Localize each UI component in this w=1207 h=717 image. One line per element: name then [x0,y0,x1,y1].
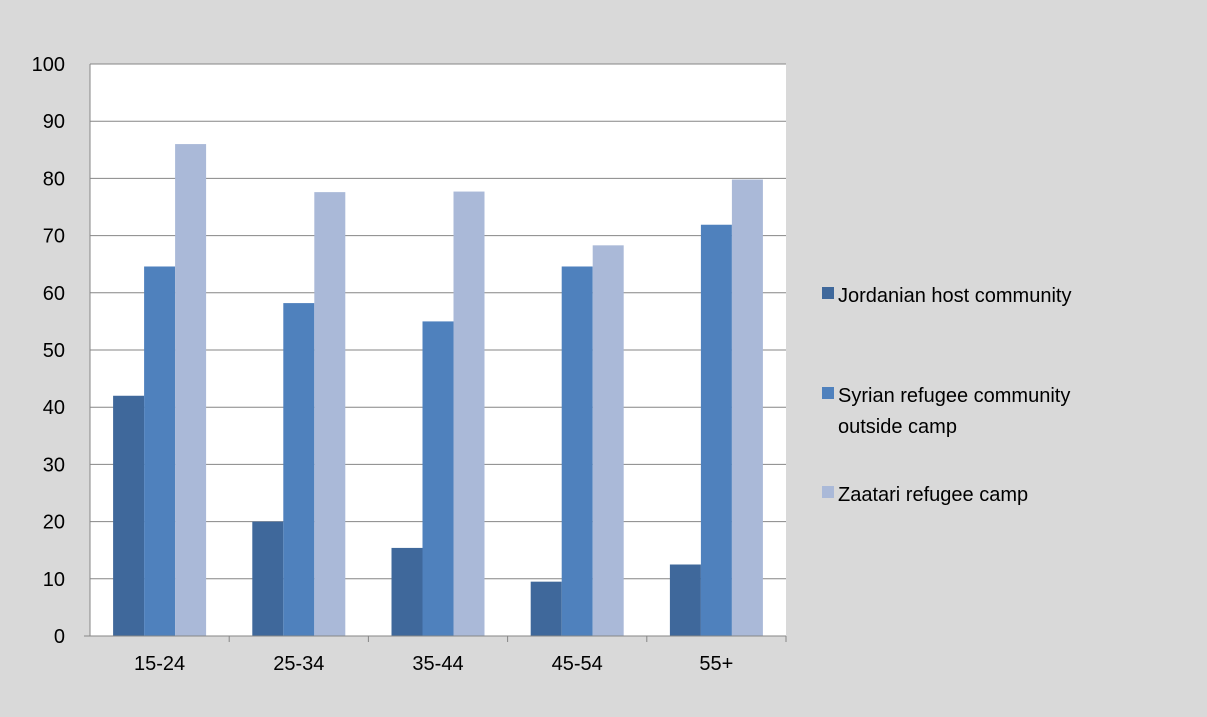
y-tick-label: 100 [32,54,65,76]
bar [314,192,346,637]
bar [391,547,423,636]
legend-label: Jordanian host community [838,285,1071,307]
y-tick-label: 20 [43,512,65,534]
y-tick-label: 80 [43,168,65,190]
y-tick-label: 90 [43,111,65,133]
bars [113,144,763,637]
legend: Jordanian host community Syrian refugee c… [822,285,1071,506]
bar [453,191,485,636]
legend-swatch [822,287,834,299]
axes [84,64,787,642]
legend-label: Syrian refugee community outside camp [838,385,1070,438]
bar [530,581,562,636]
y-tick-label: 50 [43,340,65,362]
bar [669,564,701,636]
y-tick-label: 40 [43,397,65,419]
legend-swatch [822,387,834,399]
y-tick-label: 10 [43,569,65,591]
x-tick-labels: 15-24 25-34 35-44 45-54 55+ [134,653,733,675]
y-tick-label: 70 [43,226,65,248]
x-tick-label: 55+ [699,653,733,675]
x-tick-label: 45-54 [552,653,603,675]
y-tick-label: 0 [54,626,65,648]
bar [175,144,207,636]
bar [561,266,593,636]
legend-swatch [822,486,834,498]
bar [422,321,454,636]
bar [144,266,176,636]
bar [731,179,763,636]
x-tick-label: 15-24 [134,653,185,675]
y-tick-labels: 0 10 20 30 40 50 60 70 80 90 100 [32,54,65,648]
x-tick-label: 35-44 [412,653,463,675]
bar [700,224,732,636]
bar [113,395,145,636]
legend-label: Zaatari refugee camp [838,484,1028,506]
y-tick-label: 60 [43,283,65,305]
bar [592,245,624,636]
y-tick-label: 30 [43,454,65,476]
bar [252,521,284,636]
bar [283,303,315,636]
x-tick-label: 25-34 [273,653,324,675]
